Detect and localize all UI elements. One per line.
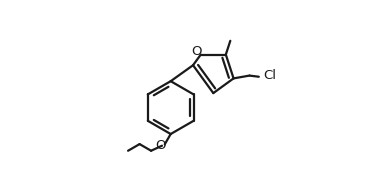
Text: Cl: Cl [263,69,276,82]
Text: O: O [155,139,166,152]
Text: O: O [191,45,201,58]
